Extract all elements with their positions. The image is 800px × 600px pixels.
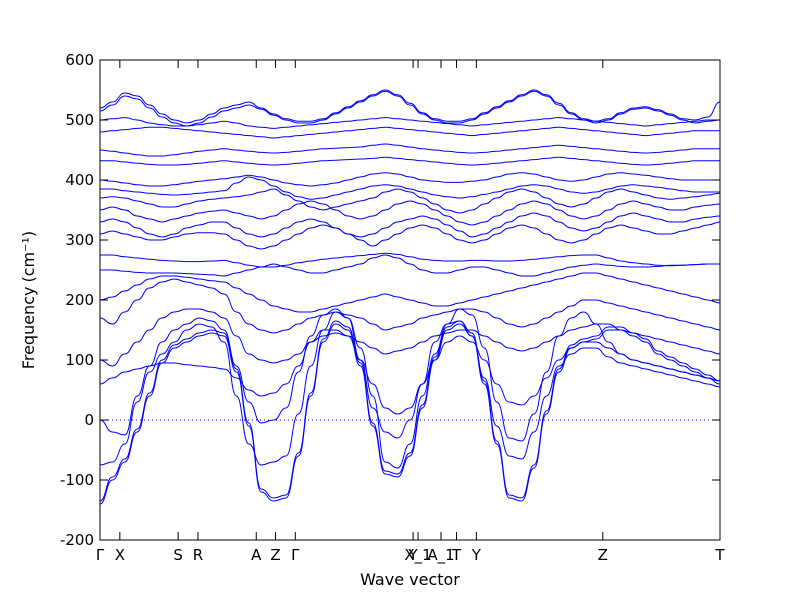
band-line-11	[100, 221, 720, 250]
band-line-16	[100, 172, 720, 187]
x-tick-label: Γ	[96, 546, 105, 564]
x-tick-label: Z	[598, 546, 608, 564]
y-axis-title-text: Frequency	[19, 287, 38, 370]
y-axis-title: Frequency (cm⁻¹)	[19, 231, 38, 369]
y-tick-label: 400	[65, 171, 94, 189]
x-tick-label: A	[251, 546, 262, 564]
band-line-5	[100, 329, 720, 415]
y-axis-ticks: -200 -100 0 100 200 300 400 500 600	[60, 51, 720, 549]
band-line-8	[100, 272, 720, 313]
y-tick-label: -100	[60, 471, 94, 489]
plot-frame	[99, 59, 721, 541]
x-tick-label: Y	[408, 546, 419, 564]
x-tick-label: Y	[471, 546, 482, 564]
band-line-9	[100, 254, 720, 277]
y-tick-label: 300	[65, 231, 94, 249]
band-line-21	[100, 90, 720, 127]
y-tick-label: 100	[65, 351, 94, 369]
x-tick-label: T	[451, 546, 462, 564]
band-line-3	[100, 311, 720, 466]
band-line-19	[100, 126, 720, 139]
x-tick-label: X	[115, 546, 125, 564]
band-line-12	[100, 212, 720, 238]
y-tick-label: 0	[84, 411, 94, 429]
band-line-15	[100, 176, 720, 200]
band-line-13	[100, 200, 720, 226]
x-axis-ticks: Γ X S R A Z Γ YX_1A_1T Y Z T	[96, 60, 725, 565]
band-line-18	[100, 143, 720, 157]
band-line-17	[100, 156, 720, 166]
band-line-20	[100, 117, 720, 129]
y-tick-label: -200	[60, 531, 94, 549]
band-line-10	[100, 252, 720, 268]
x-tick-label: A_1	[427, 546, 454, 565]
y-axis-title-unit: (cm⁻¹)	[19, 231, 38, 283]
x-tick-label: R	[193, 546, 203, 564]
y-tick-label: 200	[65, 291, 94, 309]
y-tick-label: 600	[65, 51, 94, 69]
band-line-7	[100, 278, 720, 334]
x-axis-title: Wave vector	[360, 570, 460, 589]
y-tick-label: 500	[65, 111, 94, 129]
x-tick-label: S	[173, 546, 183, 564]
band-line-4	[100, 308, 720, 469]
x-tick-label: Γ	[291, 546, 300, 564]
x-tick-label: X_1	[404, 546, 431, 565]
x-tick-label: Z	[270, 546, 280, 564]
x-tick-label: T	[714, 546, 725, 564]
band-line-6	[100, 308, 720, 367]
band-line-14	[100, 188, 720, 214]
band-line-22	[100, 89, 720, 124]
band-line-1	[100, 323, 720, 505]
phonon-bands	[100, 89, 720, 505]
